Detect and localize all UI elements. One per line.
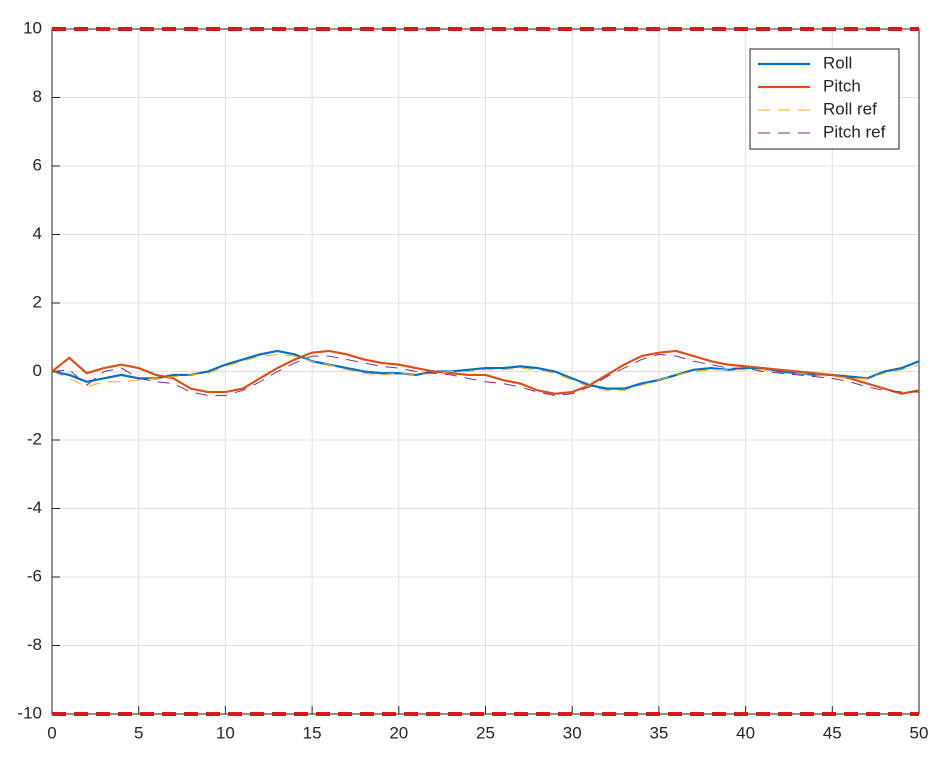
x-tick-label: 50 [910,723,929,742]
y-tick-label: 2 [33,292,42,311]
y-tick-label: -2 [27,429,42,448]
x-tick-label: 35 [649,723,668,742]
x-tick-label: 20 [389,723,408,742]
x-tick-label: 25 [476,723,495,742]
x-tick-label: 45 [823,723,842,742]
y-tick-label: -8 [27,635,42,654]
x-tick-label: 5 [134,723,143,742]
x-tick-label: 15 [303,723,322,742]
series-line [51,349,920,395]
legend-label: Roll ref [823,99,877,118]
y-tick-label: -6 [27,566,42,585]
y-tick-label: 8 [33,87,42,106]
series-line [51,349,920,390]
legend-label: Roll [823,53,852,72]
legend-label: Pitch [823,76,861,95]
x-tick-label: 0 [47,723,56,742]
legend-label: Pitch ref [823,122,886,141]
y-tick-label: 6 [33,155,42,174]
x-tick-label: 10 [216,723,235,742]
y-tick-label: -10 [17,703,42,722]
series-line [51,353,920,391]
series-line [51,353,919,396]
y-tick-label: 0 [33,361,42,380]
y-tick-label: 4 [33,224,42,243]
x-tick-label: 40 [736,723,755,742]
x-tick-label: 30 [563,723,582,742]
legend-box [749,48,900,150]
legend: Roll Pitch Roll ref Pitch ref [749,48,900,150]
y-tick-label: -4 [27,498,42,517]
y-tick-label: 10 [23,18,42,37]
